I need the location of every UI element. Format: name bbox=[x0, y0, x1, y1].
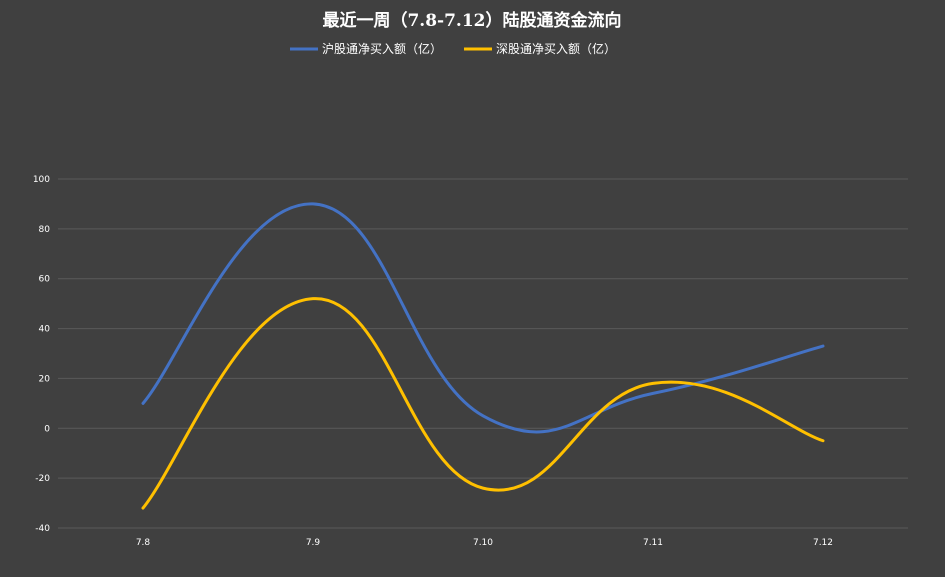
series-line-sz bbox=[141, 297, 825, 510]
x-tick-label: 7.10 bbox=[473, 538, 493, 548]
legend-label-sh: 沪股通净买入额（亿） bbox=[322, 41, 442, 56]
x-tick-label: 7.9 bbox=[306, 538, 321, 548]
y-tick-label: 80 bbox=[39, 225, 51, 235]
y-tick-label: 60 bbox=[39, 275, 51, 285]
y-tick-label: -20 bbox=[35, 474, 50, 484]
y-tick-label: 0 bbox=[44, 424, 50, 434]
legend-label-sz: 深股通净买入额（亿） bbox=[496, 41, 616, 56]
x-tick-label: 7.11 bbox=[643, 538, 663, 548]
y-axis-ticks: -40 -20 0 20 40 60 80 100 bbox=[33, 175, 50, 534]
y-tick-label: 20 bbox=[39, 374, 51, 384]
x-tick-label: 7.8 bbox=[136, 538, 151, 548]
y-tick-label: 100 bbox=[33, 175, 50, 185]
x-tick-label: 7.12 bbox=[813, 538, 833, 548]
series-line-sh bbox=[141, 202, 825, 434]
legend: 沪股通净买入额（亿） 深股通净买入额（亿） bbox=[290, 41, 616, 56]
chart-title: 最近一周（7.8-7.12）陆股通资金流向 bbox=[322, 10, 621, 31]
gridlines bbox=[58, 178, 908, 529]
series-lines bbox=[141, 202, 825, 510]
x-axis-ticks: 7.8 7.9 7.10 7.11 7.12 bbox=[136, 538, 833, 548]
y-tick-label: -40 bbox=[35, 524, 50, 534]
y-tick-label: 40 bbox=[39, 325, 51, 335]
